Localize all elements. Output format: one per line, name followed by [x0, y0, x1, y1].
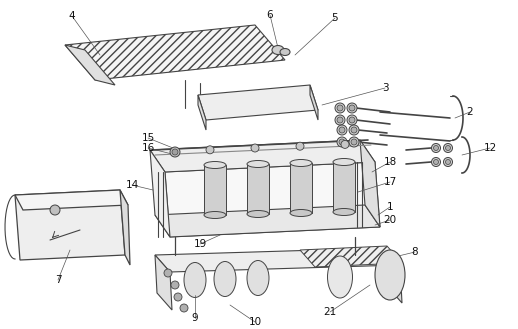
Text: 17: 17 — [383, 177, 397, 187]
Text: 21: 21 — [323, 307, 337, 317]
Circle shape — [171, 281, 179, 289]
Ellipse shape — [272, 45, 284, 55]
Text: 15: 15 — [141, 133, 155, 143]
Text: 7: 7 — [55, 275, 61, 285]
Polygon shape — [15, 190, 128, 210]
Text: 14: 14 — [125, 180, 139, 190]
Circle shape — [296, 142, 304, 150]
Circle shape — [206, 146, 214, 154]
Circle shape — [337, 125, 347, 135]
Circle shape — [164, 269, 172, 277]
Ellipse shape — [184, 263, 206, 297]
Circle shape — [337, 105, 343, 111]
Ellipse shape — [333, 209, 355, 215]
Circle shape — [434, 160, 439, 164]
Polygon shape — [155, 205, 380, 237]
Ellipse shape — [290, 160, 312, 166]
Polygon shape — [150, 140, 375, 172]
Text: 16: 16 — [141, 143, 155, 153]
Circle shape — [172, 149, 178, 155]
Circle shape — [337, 137, 347, 147]
Text: 5: 5 — [332, 13, 338, 23]
Polygon shape — [198, 85, 318, 120]
Polygon shape — [204, 165, 226, 215]
Circle shape — [445, 160, 451, 164]
Ellipse shape — [333, 159, 355, 165]
Text: 4: 4 — [69, 11, 75, 21]
Circle shape — [349, 125, 359, 135]
Ellipse shape — [247, 161, 269, 167]
Circle shape — [443, 143, 453, 153]
Circle shape — [351, 139, 357, 145]
Circle shape — [434, 145, 439, 150]
Circle shape — [349, 105, 355, 111]
Ellipse shape — [247, 261, 269, 295]
Circle shape — [349, 137, 359, 147]
Polygon shape — [198, 95, 206, 130]
Polygon shape — [155, 248, 400, 272]
Ellipse shape — [327, 256, 353, 298]
Text: 8: 8 — [412, 247, 419, 257]
Text: 2: 2 — [467, 107, 473, 117]
Circle shape — [335, 103, 345, 113]
Circle shape — [349, 117, 355, 123]
Ellipse shape — [214, 262, 236, 296]
Circle shape — [431, 158, 440, 166]
Ellipse shape — [280, 48, 290, 56]
Polygon shape — [165, 162, 380, 237]
Circle shape — [341, 140, 349, 148]
Circle shape — [180, 304, 188, 312]
Text: 6: 6 — [267, 10, 274, 20]
Circle shape — [335, 115, 345, 125]
Ellipse shape — [204, 162, 226, 168]
Polygon shape — [150, 150, 170, 237]
Circle shape — [174, 293, 182, 301]
Text: 1: 1 — [387, 202, 393, 212]
Text: 20: 20 — [383, 215, 397, 225]
Polygon shape — [300, 246, 402, 267]
Polygon shape — [155, 255, 172, 310]
Text: 12: 12 — [483, 143, 497, 153]
Text: 10: 10 — [249, 317, 262, 327]
Circle shape — [170, 147, 180, 157]
Polygon shape — [65, 45, 115, 85]
Polygon shape — [15, 190, 125, 260]
Text: 19: 19 — [193, 239, 207, 249]
Ellipse shape — [290, 210, 312, 216]
Circle shape — [431, 143, 440, 153]
Circle shape — [337, 117, 343, 123]
Text: 18: 18 — [383, 157, 397, 167]
Polygon shape — [290, 163, 312, 213]
Circle shape — [339, 127, 345, 133]
Text: 9: 9 — [192, 313, 198, 323]
Ellipse shape — [204, 212, 226, 218]
Polygon shape — [120, 190, 130, 265]
Polygon shape — [333, 162, 355, 212]
Polygon shape — [360, 140, 380, 227]
Circle shape — [347, 103, 357, 113]
Circle shape — [251, 144, 259, 152]
Circle shape — [50, 205, 60, 215]
Polygon shape — [247, 164, 269, 214]
Circle shape — [339, 139, 345, 145]
Ellipse shape — [375, 250, 405, 300]
Polygon shape — [65, 25, 285, 80]
Polygon shape — [385, 248, 402, 303]
Circle shape — [445, 145, 451, 150]
Circle shape — [347, 115, 357, 125]
Circle shape — [351, 127, 357, 133]
Text: 3: 3 — [382, 83, 388, 93]
Ellipse shape — [247, 211, 269, 217]
Circle shape — [443, 158, 453, 166]
Polygon shape — [310, 85, 318, 120]
